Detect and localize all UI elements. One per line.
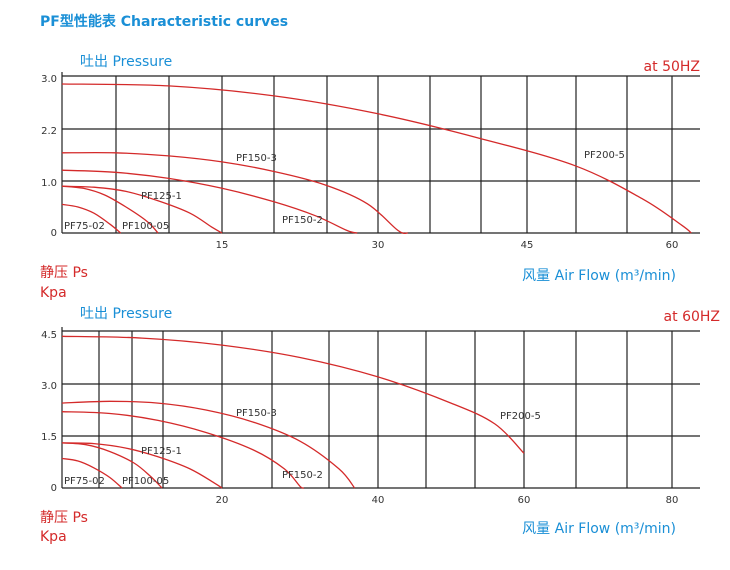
- curve-label: PF75-02: [64, 221, 105, 232]
- y-tick-label: 1.0: [41, 178, 57, 189]
- curve-label: PF200-5: [584, 150, 625, 161]
- x-tick-label: 20: [216, 495, 229, 506]
- x-tick-label: 60: [518, 495, 531, 506]
- curve-pf125-1: [61, 442, 223, 489]
- y-tick-label: 0: [51, 228, 57, 239]
- y-axis-unit-label: 静压 Ps: [40, 510, 88, 526]
- y-axis-unit-kpa: Kpa: [40, 285, 67, 301]
- curve-label: PF150-2: [282, 470, 323, 481]
- y-tick-label: 4.5: [41, 330, 57, 341]
- curve-label: PF125-1: [141, 446, 182, 457]
- y-axis-unit-kpa: Kpa: [40, 529, 67, 545]
- frequency-label: at 60HZ: [664, 309, 720, 325]
- y-tick-label: 2.2: [41, 126, 57, 137]
- y-tick-label: 1.5: [41, 432, 57, 443]
- y-axis-unit-label: 静压 Ps: [40, 265, 88, 281]
- curve-pf200-5: [61, 83, 692, 234]
- curve-label: PF125-1: [141, 191, 182, 202]
- x-tick-label: 15: [216, 240, 229, 251]
- x-tick-label: 60: [666, 240, 679, 251]
- curve-label: PF150-2: [282, 215, 323, 226]
- y-tick-label: 0: [51, 483, 57, 494]
- curve-label: PF150-3: [236, 153, 277, 164]
- curve-label: PF200-5: [500, 411, 541, 422]
- curve-label: PF100-05: [122, 476, 169, 487]
- curve-pf150-3: [61, 151, 408, 235]
- curve-label: PF75-02: [64, 476, 105, 487]
- x-tick-label: 30: [372, 240, 385, 251]
- y-tick-label: 3.0: [41, 381, 57, 392]
- y-axis-top-label: 吐出 Pressure: [80, 306, 172, 322]
- curve-pf100-05: [61, 185, 159, 234]
- x-axis-label: 风量 Air Flow (m³/min): [522, 521, 676, 537]
- chart-50hz: [61, 72, 700, 235]
- curve-pf150-2: [61, 169, 358, 234]
- x-axis-label: 风量 Air Flow (m³/min): [522, 268, 676, 284]
- curve-label: PF100-05: [122, 221, 169, 232]
- x-tick-label: 80: [666, 495, 679, 506]
- curve-pf200-5: [61, 335, 525, 454]
- curve-pf75-02: [61, 457, 123, 489]
- y-tick-label: 3.0: [41, 74, 57, 85]
- x-tick-label: 45: [521, 240, 534, 251]
- y-axis-top-label: 吐出 Pressure: [80, 54, 172, 70]
- frequency-label: at 50HZ: [644, 59, 700, 75]
- curve-pf150-2: [61, 411, 305, 489]
- curve-pf100-05: [61, 442, 163, 489]
- x-tick-label: 40: [372, 495, 385, 506]
- chart-60hz: [61, 327, 700, 489]
- curve-pf75-02: [61, 203, 122, 234]
- curve-label: PF150-3: [236, 408, 277, 419]
- page-title: PF型性能表 Characteristic curves: [40, 14, 289, 30]
- curve-pf150-3: [61, 400, 356, 489]
- curve-pf125-1: [61, 185, 223, 234]
